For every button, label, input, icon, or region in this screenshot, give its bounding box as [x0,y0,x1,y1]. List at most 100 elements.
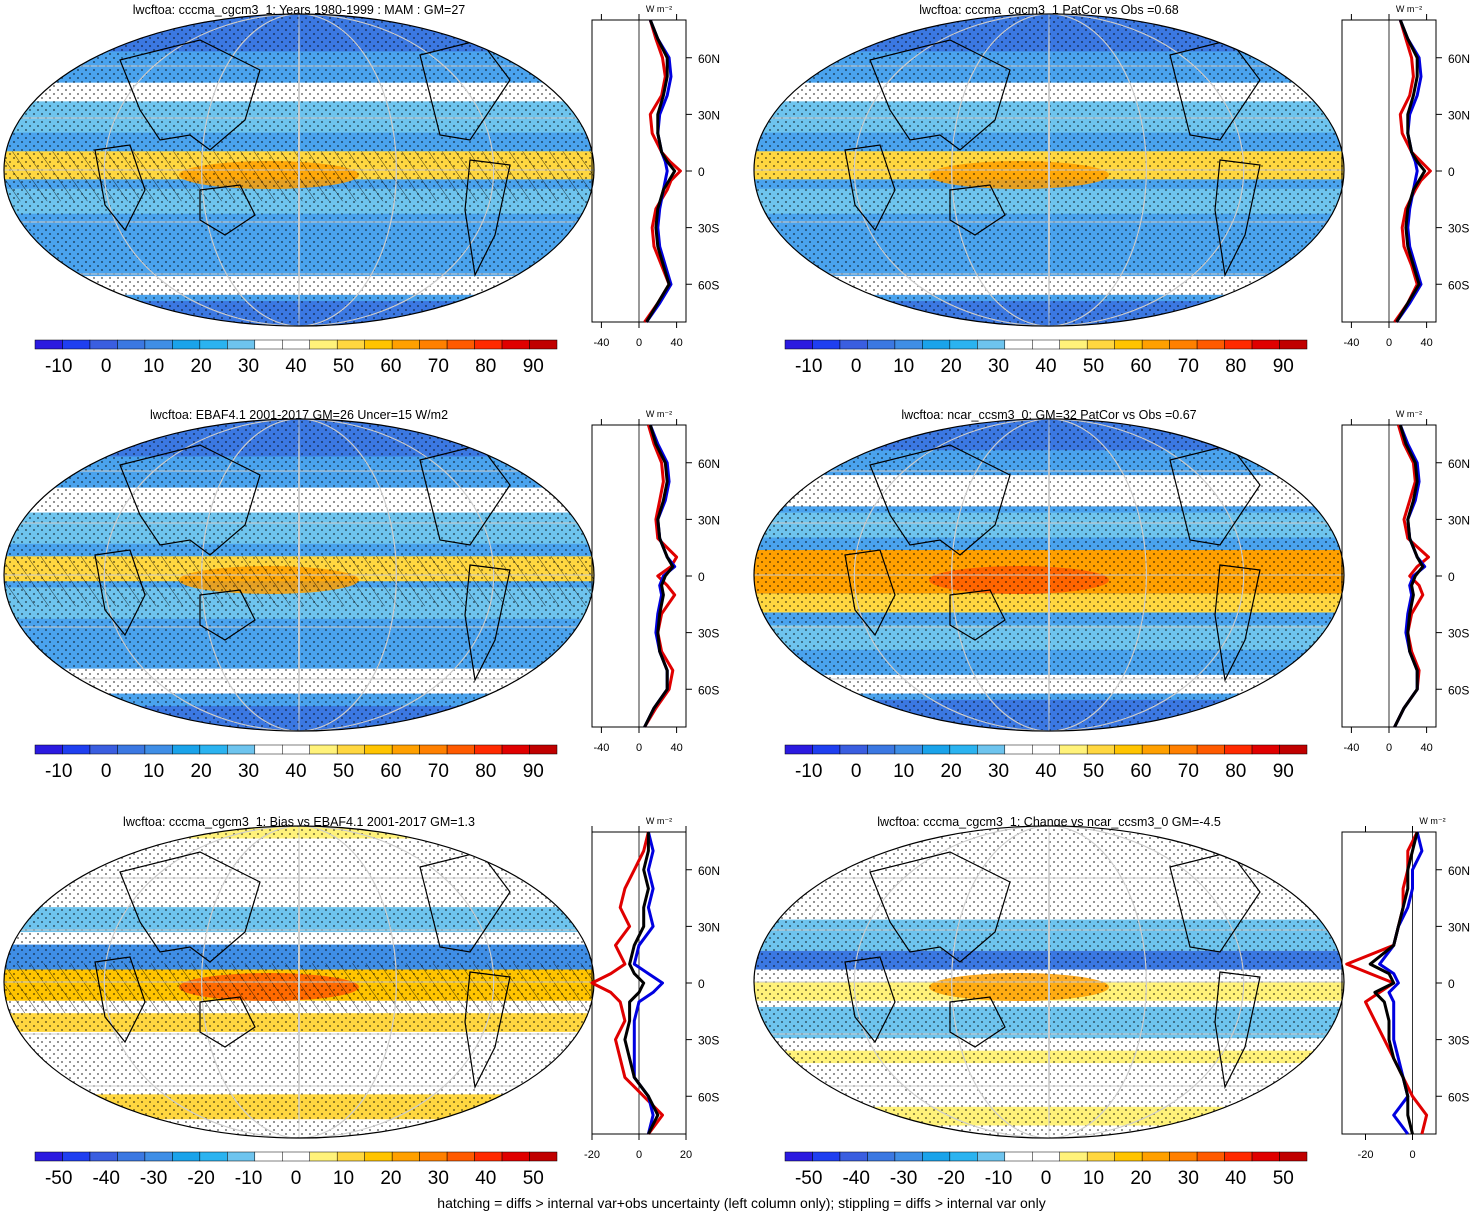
profile-line-ref [645,19,677,323]
colorbar-swatch [922,339,951,350]
figure-caption: hatching = diffs > internal var+obs unce… [437,1195,1046,1211]
profile-xtick-label: -40 [593,337,609,349]
profile-xtick-label: 40 [670,337,682,349]
colorbar-tick-label: 10 [333,1168,354,1189]
colorbar-swatch [144,339,173,350]
profile-lat-label: 60S [1448,1090,1469,1104]
colorbar-swatch [812,744,841,755]
colorbar-swatch [812,339,841,350]
colorbar-tick-label: -10 [45,761,72,782]
colorbar-swatch [172,339,201,350]
colorbar-tick-label: 30 [238,356,259,377]
colorbar-swatch [62,339,91,350]
profile-xtick-label: -40 [593,742,609,754]
profile-lat-label: 60N [1448,864,1470,878]
colorbar-swatch [336,339,365,350]
colorbar-swatch [1114,1151,1143,1162]
colorbar-tick-label: 70 [428,761,449,782]
colorbar-swatch [419,1151,448,1162]
profile-xtick-label: 0 [1386,742,1392,754]
colorbar-swatch [1251,1151,1280,1162]
colorbar-tick-label: 30 [988,761,1009,782]
coastline [869,444,1011,556]
colorbar-swatch [1141,339,1170,350]
profile-unit-label: W m⁻² [1396,4,1422,14]
colorbar-swatch [117,339,146,350]
colorbar-swatch [1141,744,1170,755]
colorbar-tick-label: 50 [333,356,354,377]
profile-xtick-label: 0 [1409,1149,1415,1161]
graticule-meridian [298,419,300,731]
profile-lat-label: 30N [698,513,720,527]
colorbar-swatch [364,744,393,755]
colorbar-tick-label: 0 [291,1168,302,1189]
colorbar-swatch [227,744,256,755]
map-outline [753,13,1345,327]
graticule-meridian [103,826,495,1138]
profile-frame [1341,831,1437,1135]
colorbar-tick-label: 80 [475,761,496,782]
colorbar-tick-label: -50 [795,1168,822,1189]
colorbar-swatch [474,744,503,755]
colorbar-tick-label: 90 [523,356,544,377]
colorbar-swatch [1004,1151,1033,1162]
colorbar-swatch [1059,339,1088,350]
colorbar-swatch [89,1151,118,1162]
colorbar-swatch [1141,1151,1170,1162]
coastline [119,851,261,963]
colorbar-swatch [784,1151,813,1162]
profile-lat-label: 60S [698,278,719,292]
colorbar-swatch [144,744,173,755]
colorbar-tick-label: -10 [985,1168,1012,1189]
colorbar-swatch [784,339,813,350]
colorbar-swatch [1032,339,1060,350]
profile-xtick-label: 20 [680,1149,692,1161]
map-outline [753,825,1345,1139]
colorbar-tick-label: 50 [523,1168,544,1189]
colorbar-swatch [254,744,283,755]
colorbar-swatch [309,339,338,350]
colorbar-tick-label: 30 [238,761,259,782]
graticule-meridian [298,826,300,1138]
colorbar-swatch [1279,1151,1308,1162]
profile-lat-label: 60N [698,457,720,471]
colorbar-tick-label: 90 [1273,761,1294,782]
profile-lat-label: 30N [1448,108,1470,122]
profile-lat-label: 30N [1448,513,1470,527]
profile-lat-label: 60N [1448,52,1470,66]
profile-lat-label: 60N [698,864,720,878]
colorbar-tick-label: 40 [475,1168,496,1189]
colorbar-swatch [1086,1151,1115,1162]
profile-lat-label: 60N [698,52,720,66]
profile-line-model [643,19,682,323]
colorbar-swatch [336,1151,365,1162]
colorbar-tick-label: 90 [1273,356,1294,377]
colorbar-tick-label: -40 [842,1168,869,1189]
colorbar: -10 0 10 20 30 40 50 60 70 80 90 [784,339,1308,377]
profile-lat-label: 0 [1448,570,1455,584]
colorbar-swatch [1251,744,1280,755]
colorbar-swatch [1059,744,1088,755]
colorbar-swatch [227,1151,256,1162]
colorbar-swatch [529,744,558,755]
colorbar-swatch [144,1151,173,1162]
profile-lat-label: 30N [698,920,720,934]
coastline [199,184,256,236]
colorbar-swatch [1114,744,1143,755]
profile-xtick-label: 0 [636,742,642,754]
colorbar-tick-label: 40 [1225,1168,1246,1189]
coastline [844,144,896,232]
profile-lat-label: 60S [698,683,719,697]
profile-lat-label: 30N [1448,920,1470,934]
colorbar-tick-label: 20 [191,761,212,782]
colorbar: -10 0 10 20 30 40 50 60 70 80 90 [34,339,558,377]
colorbar-swatch [89,339,118,350]
profile-unit-label: W m⁻² [646,409,672,419]
colorbar-tick-label: 20 [941,356,962,377]
colorbar-swatch [336,744,365,755]
colorbar-swatch [1251,339,1280,350]
profile-lat-label: 60S [1448,278,1469,292]
profile-xtick-label: -20 [1358,1149,1374,1161]
colorbar-swatch [949,1151,978,1162]
colorbar-tick-label: 60 [380,761,401,782]
